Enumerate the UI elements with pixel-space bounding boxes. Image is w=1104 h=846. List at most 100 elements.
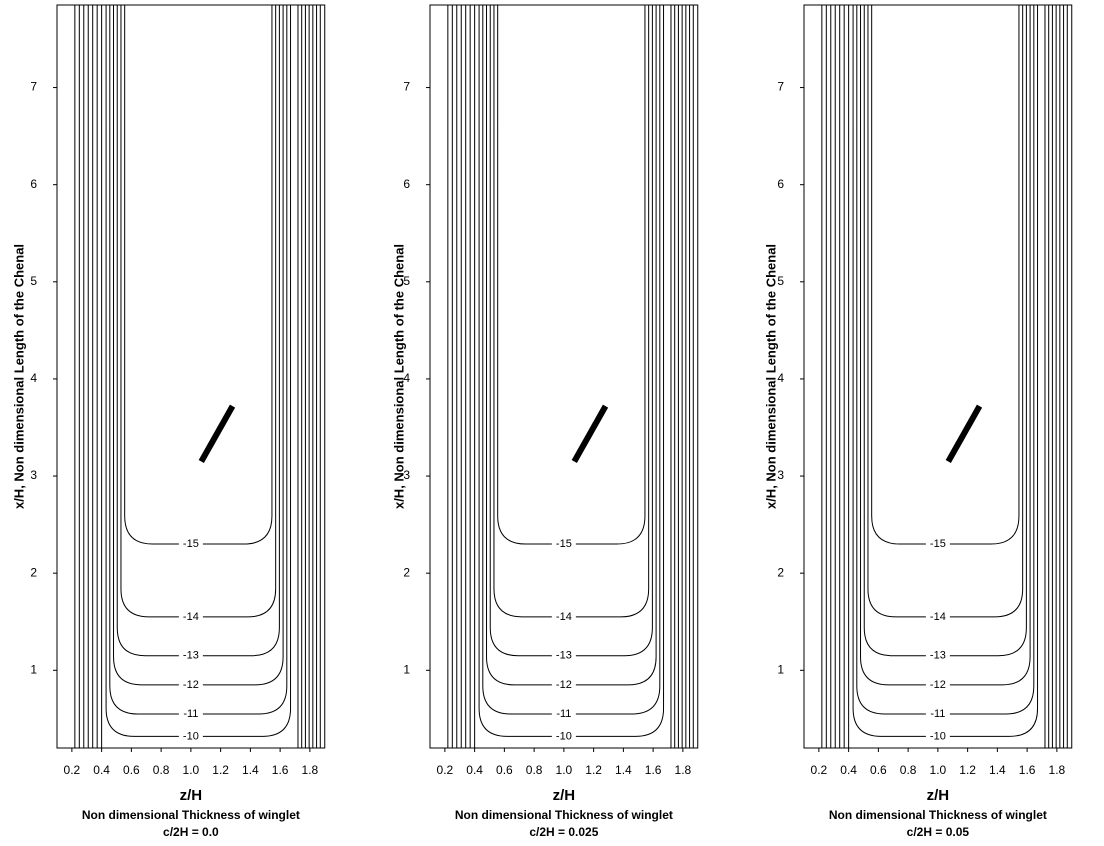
contour-line [116, 5, 280, 657]
label-bg [925, 537, 950, 552]
contour-line [478, 5, 665, 737]
y-tick-label: 6 [777, 177, 784, 191]
winglet [571, 404, 609, 463]
plot-area: -10 -11 -12 -13 -14 -15 [821, 5, 1068, 748]
y-tick-label: 1 [777, 662, 784, 676]
x-tick-label: 1.4 [242, 763, 259, 777]
y-tick-label: 2 [777, 565, 784, 579]
label-bg [925, 677, 950, 692]
label-bg [925, 609, 950, 624]
x-tick-label: 0.4 [93, 763, 110, 777]
y-tick-label: 7 [30, 80, 37, 94]
contour-label: -13 [556, 650, 572, 662]
contour-label: -12 [930, 679, 946, 691]
contour-line [120, 5, 277, 618]
y-tick-label: 7 [403, 80, 410, 94]
label-bg [178, 537, 203, 552]
contour-line [852, 5, 1039, 737]
caption: Non dimensional Thickness of winglet [829, 808, 1047, 822]
x-tick-label: 1.8 [1049, 763, 1066, 777]
x-tick-label: 0.6 [496, 763, 513, 777]
x-tick-label: 1.0 [183, 763, 200, 777]
contour-line [482, 5, 661, 715]
label-bg [551, 648, 576, 663]
x-axis-label: z/H [180, 787, 203, 804]
x-tick-label: 1.4 [615, 763, 632, 777]
y-axis-label: x/H, Non dimensional Length of the Chena… [11, 244, 26, 509]
label-bg [178, 707, 203, 722]
x-tick-label: 1.0 [930, 763, 947, 777]
contour-label: -11 [930, 708, 945, 720]
x-tick-label: 1.6 [272, 763, 289, 777]
label-bg [551, 677, 576, 692]
x-axis-label: z/H [553, 787, 576, 804]
x-tick-label: 1.2 [585, 763, 602, 777]
contour-line [867, 5, 1024, 618]
label-bg [925, 707, 950, 722]
panel: -10 -11 -12 -13 -14 -15 0.2 0.4 0.6 0.8 1.0 1.2 1.4 1… [11, 4, 326, 839]
label-bg [925, 648, 950, 663]
panel: -10 -11 -12 -13 -14 -15 0.2 0.4 0.6 0.8 1.0 1.2 1.4 1… [391, 4, 699, 839]
y-tick-label: 1 [403, 662, 410, 676]
label-bg [925, 729, 950, 744]
x-tick-label: 1.8 [675, 763, 692, 777]
subtitle: c/2H = 0.0 [163, 825, 219, 839]
y-tick-label: 5 [30, 274, 37, 288]
x-tick-label: 1.2 [212, 763, 229, 777]
contour-line [497, 5, 646, 545]
contour-label: -14 [556, 611, 572, 623]
contour-line [856, 5, 1035, 715]
x-tick-label: 1.6 [645, 763, 662, 777]
x-tick-label: 1.6 [1019, 763, 1036, 777]
y-tick-label: 4 [777, 371, 784, 385]
y-tick-label: 2 [403, 565, 410, 579]
label-bg [551, 609, 576, 624]
contour-label: -15 [556, 538, 572, 550]
contour-label: -10 [183, 730, 199, 742]
y-tick-label: 5 [403, 274, 410, 288]
contour-label: -14 [930, 611, 946, 623]
x-tick-label: 0.6 [870, 763, 887, 777]
contour-line [871, 5, 1020, 545]
y-tick-label: 1 [30, 662, 37, 676]
label-bg [551, 707, 576, 722]
contour-label: -11 [556, 708, 571, 720]
x-tick-label: 1.2 [959, 763, 976, 777]
y-axis-label: x/H, Non dimensional Length of the Chena… [763, 244, 778, 509]
contour-line [863, 5, 1027, 657]
x-tick-label: 0.2 [64, 763, 81, 777]
label-bg [178, 677, 203, 692]
y-tick-label: 6 [30, 177, 37, 191]
caption: Non dimensional Thickness of winglet [455, 808, 673, 822]
contour-label: -13 [183, 650, 199, 662]
x-tick-label: 0.8 [153, 763, 170, 777]
contour-line [493, 5, 650, 618]
panel: -10 -11 -12 -13 -14 -15 0.2 0.4 0.6 0.8 1.0 1.2 1.4 1… [763, 4, 1073, 839]
subtitle: c/2H = 0.025 [529, 825, 598, 839]
x-tick-label: 0.6 [123, 763, 140, 777]
winglet [945, 404, 983, 463]
x-tick-label: 1.0 [556, 763, 573, 777]
contour-line [109, 5, 288, 715]
contour-line [486, 5, 657, 686]
label-bg [178, 729, 203, 744]
x-tick-label: 0.2 [811, 763, 828, 777]
x-tick-label: 0.8 [526, 763, 543, 777]
contour-line [113, 5, 284, 686]
contour-label: -11 [183, 708, 198, 720]
contour-label: -10 [930, 730, 946, 742]
contour-label: -12 [556, 679, 572, 691]
contour-line [860, 5, 1031, 686]
subtitle: c/2H = 0.05 [907, 825, 970, 839]
y-axis-label: x/H, Non dimensional Length of the Chena… [391, 244, 406, 509]
caption: Non dimensional Thickness of winglet [82, 808, 300, 822]
contour-label: -13 [930, 650, 946, 662]
x-tick-label: 0.4 [466, 763, 483, 777]
y-tick-label: 3 [403, 468, 410, 482]
y-tick-label: 5 [777, 274, 784, 288]
contour-label: -12 [183, 679, 199, 691]
y-tick-label: 6 [403, 177, 410, 191]
label-bg [178, 648, 203, 663]
plot-area: -10 -11 -12 -13 -14 -15 [447, 5, 694, 748]
